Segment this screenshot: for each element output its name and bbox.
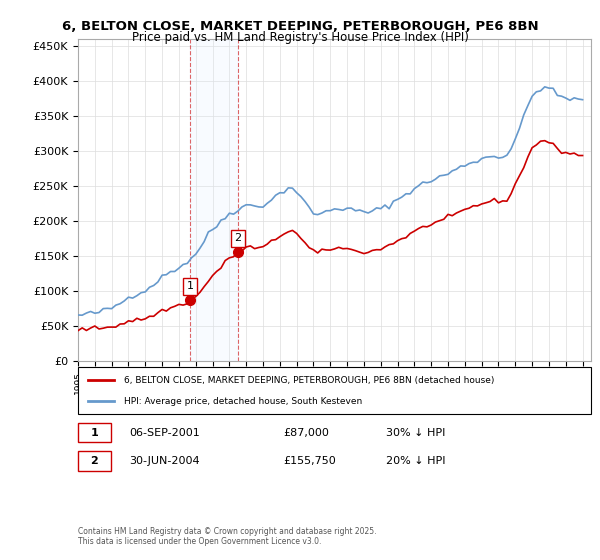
Text: Price paid vs. HM Land Registry's House Price Index (HPI): Price paid vs. HM Land Registry's House …	[131, 31, 469, 44]
Text: 6, BELTON CLOSE, MARKET DEEPING, PETERBOROUGH, PE6 8BN (detached house): 6, BELTON CLOSE, MARKET DEEPING, PETERBO…	[124, 376, 494, 385]
FancyBboxPatch shape	[78, 451, 112, 470]
Text: 1: 1	[91, 427, 98, 437]
Text: 30-JUN-2004: 30-JUN-2004	[130, 456, 200, 466]
Text: HPI: Average price, detached house, South Kesteven: HPI: Average price, detached house, Sout…	[124, 396, 362, 405]
Bar	[190, 39, 238, 361]
Text: 2: 2	[234, 233, 241, 243]
Text: 30% ↓ HPI: 30% ↓ HPI	[386, 427, 445, 437]
Text: 06-SEP-2001: 06-SEP-2001	[130, 427, 200, 437]
Text: £155,750: £155,750	[283, 456, 336, 466]
Text: 1: 1	[187, 281, 194, 291]
Text: 20% ↓ HPI: 20% ↓ HPI	[386, 456, 445, 466]
FancyBboxPatch shape	[78, 423, 112, 442]
Text: Contains HM Land Registry data © Crown copyright and database right 2025.
This d: Contains HM Land Registry data © Crown c…	[78, 526, 377, 546]
Text: 2: 2	[91, 456, 98, 466]
Text: 6, BELTON CLOSE, MARKET DEEPING, PETERBOROUGH, PE6 8BN: 6, BELTON CLOSE, MARKET DEEPING, PETERBO…	[62, 20, 538, 32]
Text: £87,000: £87,000	[283, 427, 329, 437]
FancyBboxPatch shape	[78, 367, 591, 414]
